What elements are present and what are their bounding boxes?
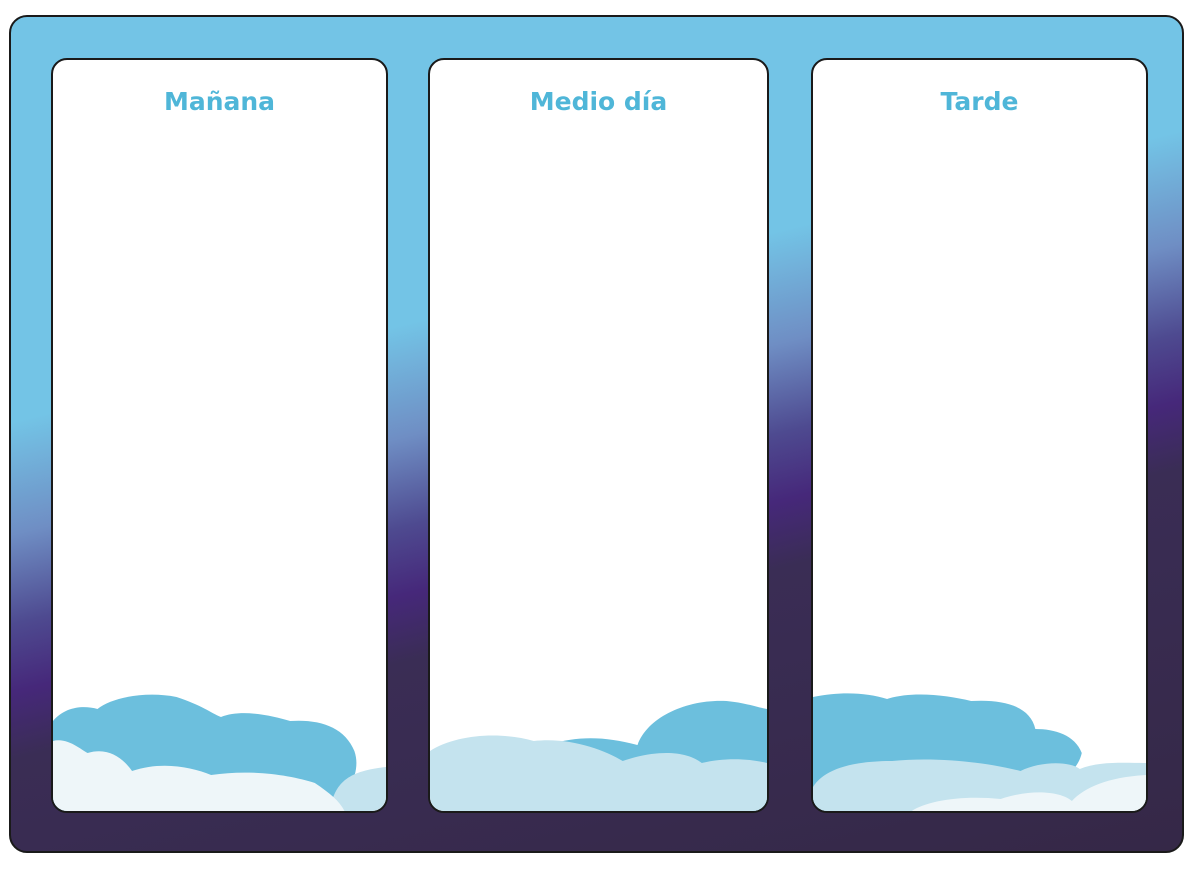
panel-manana: Mañana [51,58,388,813]
panel-title-manana: Mañana [163,87,276,116]
panel-title-medio-dia: Medio día [529,87,668,116]
panel-medio-dia: Medio día [428,58,769,813]
sky-frame: Mañana Medio día Tarde [9,15,1184,853]
clouds-illustration [813,693,1146,811]
clouds-illustration [430,700,767,811]
panel-tarde: Tarde [811,58,1148,813]
clouds-illustration [53,694,386,811]
panel-title-tarde: Tarde [940,87,1019,116]
